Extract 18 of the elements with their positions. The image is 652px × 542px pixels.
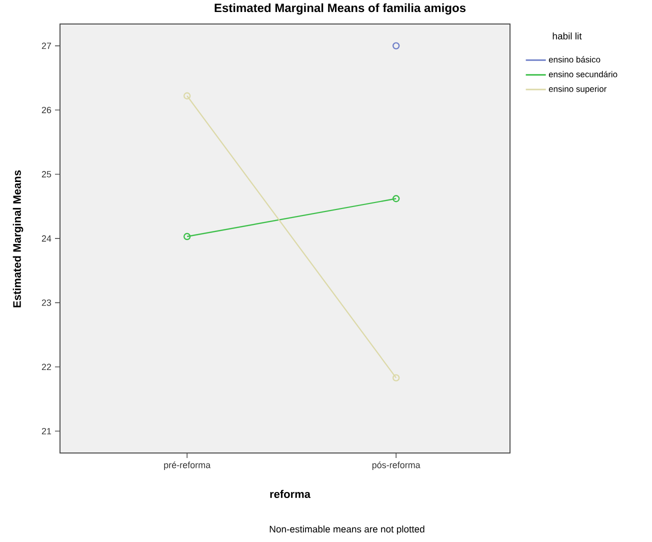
y-tick-label: 27: [42, 42, 52, 49]
y-tick-label: 26: [42, 106, 52, 114]
text: Non-estimable means are not plotted: [270, 526, 424, 534]
chart-title: Estimated Marginal Means of familia amigos: [214, 3, 466, 15]
y-tick-label: 25: [42, 171, 52, 178]
legend-title: habil lit: [552, 32, 582, 40]
point: [392, 42, 400, 50]
x-tick-label: pós-reforma: [372, 461, 420, 470]
x-tick-label: pré-reforma: [164, 461, 211, 470]
y-axis-title: Estimated Marginal Means: [12, 170, 24, 308]
legend-label: ensino básico: [548, 56, 600, 63]
y-tick-label: 23: [42, 300, 52, 306]
legend-label: ensino superior: [548, 86, 607, 94]
y-tick-label: 24: [42, 235, 52, 242]
x-axis-title: reforma: [270, 490, 311, 498]
y-tick-label: 21: [42, 428, 52, 434]
y-tick-label: 22: [42, 364, 52, 370]
legend-label: ensino secundário: [548, 70, 618, 78]
